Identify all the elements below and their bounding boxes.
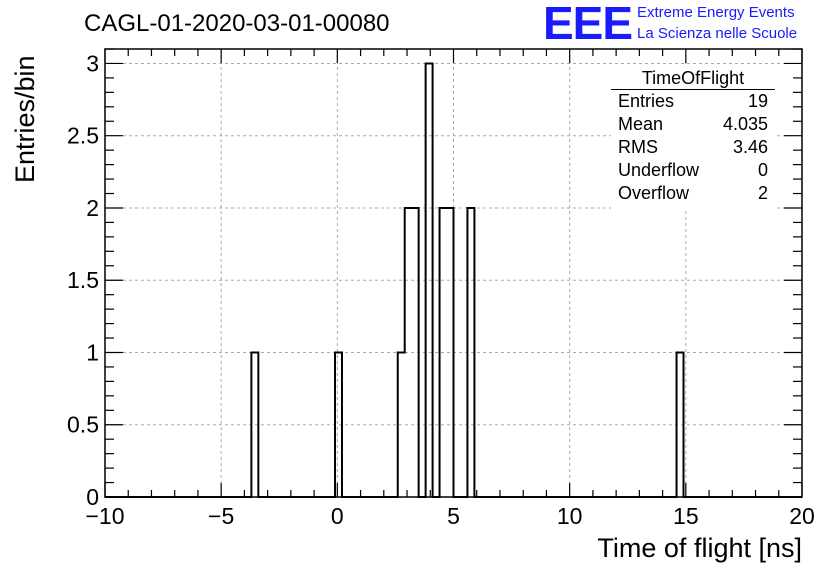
- y-tick-label: 2: [86, 195, 99, 221]
- y-tick-label: 3: [86, 50, 99, 76]
- x-axis-label: Time of flight [ns]: [597, 533, 802, 563]
- stats-label: Overflow: [618, 183, 690, 203]
- y-tick-label: 0.5: [67, 412, 99, 438]
- logo-line-2: La Scienza nelle Scuole: [637, 25, 798, 42]
- stats-value: 19: [747, 91, 768, 111]
- logo-line-1: Extreme Energy Events: [637, 4, 795, 21]
- stats-value: 2: [757, 183, 768, 203]
- stats-title: TimeOfFlight: [611, 67, 775, 90]
- stats-label: Entries: [618, 91, 675, 111]
- y-tick-label: 1.5: [67, 267, 99, 293]
- stats-value: 0: [757, 160, 768, 180]
- x-tick-label: 10: [557, 503, 583, 529]
- x-tick-label: −5: [208, 503, 234, 529]
- y-axis-label: Entries/bin: [10, 55, 40, 183]
- stats-row-rms: RMS 3.46: [611, 136, 775, 159]
- stats-value: 4.035: [722, 114, 768, 134]
- stats-label: RMS: [618, 137, 658, 157]
- x-tick-label: 0: [331, 503, 344, 529]
- stats-label: Mean: [618, 114, 664, 134]
- stats-row-mean: Mean 4.035: [611, 113, 775, 136]
- y-tick-label: 1: [86, 339, 99, 365]
- stats-row-underflow: Underflow 0: [611, 159, 775, 182]
- eee-logo: EEE: [543, 0, 633, 49]
- histogram-outline: [105, 62, 802, 498]
- stats-row-overflow: Overflow 2: [611, 182, 775, 205]
- stats-row-entries: Entries 19: [611, 90, 775, 113]
- x-tick-label: 20: [789, 503, 815, 529]
- y-tick-label: 2.5: [67, 123, 99, 149]
- y-tick-label: 0: [86, 484, 99, 510]
- chart-title: CAGL-01-2020-03-01-00080: [84, 10, 390, 37]
- x-tick-label: 15: [673, 503, 699, 529]
- x-tick-label: 5: [447, 503, 460, 529]
- stats-box: TimeOfFlight Entries 19 Mean 4.035 RMS 3…: [611, 67, 775, 209]
- stats-value: 3.46: [732, 137, 768, 157]
- stats-label: Underflow: [618, 160, 700, 180]
- x-tick-label: −10: [85, 503, 124, 529]
